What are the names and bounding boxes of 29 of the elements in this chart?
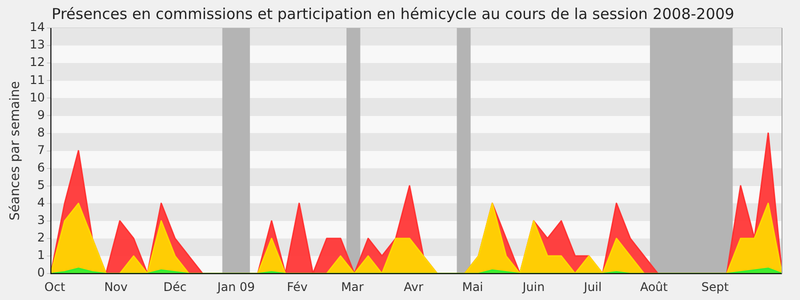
y-tick-label: 4: [37, 196, 45, 210]
x-tick-label: Mar: [341, 280, 364, 294]
x-tick-label: Jan 09: [216, 280, 255, 294]
y-tick-label: 1: [37, 248, 45, 262]
y-tick-label: 10: [30, 90, 45, 104]
x-tick-label: Avr: [404, 280, 424, 294]
y-tick-label: 13: [30, 38, 45, 52]
y-tick-label: 9: [37, 108, 45, 122]
y-tick-label: 3: [37, 213, 45, 228]
y-tick-label: 12: [30, 55, 45, 70]
x-tick-label: Fév: [286, 280, 308, 294]
y-tick-label: 8: [37, 125, 45, 140]
chart-title: Présences en commissions et participation en hémicycle au cours de la session 2008-2009: [52, 4, 734, 23]
y-tick-label: 6: [37, 160, 45, 174]
y-tick-label: 14: [30, 20, 45, 34]
x-tick-label: Oct: [44, 280, 66, 294]
y-tick-label: 0: [37, 266, 45, 280]
x-tick-label: Mai: [462, 280, 484, 294]
x-tick-label: Juin: [522, 280, 545, 294]
y-tick-label: 2: [37, 230, 45, 245]
y-axis-title: Séances par semaine: [8, 81, 24, 221]
y-tick-label: 7: [37, 142, 45, 157]
y-tick-label: 5: [37, 178, 45, 192]
x-tick-label: Nov: [104, 280, 128, 294]
x-tick-label: Sept: [701, 280, 729, 294]
x-tick-label: Déc: [163, 280, 187, 294]
y-tick-label: 11: [30, 72, 45, 87]
x-tick-label: Août: [640, 280, 668, 294]
x-tick-label: Juil: [582, 280, 602, 294]
